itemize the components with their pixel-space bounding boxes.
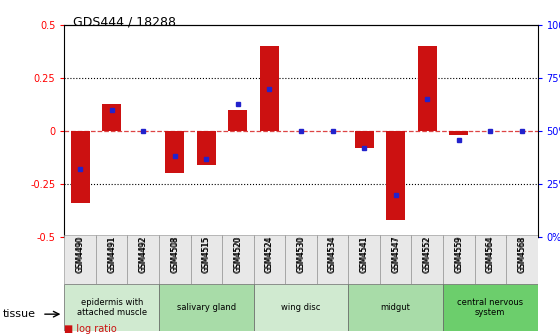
Text: GSM4541: GSM4541 — [360, 235, 368, 272]
FancyBboxPatch shape — [348, 284, 443, 331]
Text: GSM4515: GSM4515 — [202, 237, 211, 273]
Text: GSM4552: GSM4552 — [423, 235, 432, 272]
Bar — [418, 46, 437, 131]
FancyBboxPatch shape — [474, 235, 506, 284]
Text: GSM4541: GSM4541 — [360, 237, 368, 273]
Text: GSM4508: GSM4508 — [170, 235, 179, 272]
FancyBboxPatch shape — [412, 235, 443, 284]
FancyBboxPatch shape — [159, 284, 254, 331]
Bar — [71, 131, 90, 203]
FancyBboxPatch shape — [285, 235, 317, 284]
FancyBboxPatch shape — [96, 235, 128, 284]
Bar — [354, 131, 374, 148]
Text: wing disc: wing disc — [281, 303, 321, 312]
Text: GSM4490: GSM4490 — [76, 235, 85, 272]
FancyBboxPatch shape — [443, 284, 538, 331]
Text: GSM4520: GSM4520 — [234, 237, 242, 273]
Bar — [197, 131, 216, 165]
Text: GSM4547: GSM4547 — [391, 235, 400, 272]
FancyBboxPatch shape — [159, 235, 190, 284]
FancyBboxPatch shape — [380, 235, 412, 284]
Text: GSM4568: GSM4568 — [517, 235, 526, 272]
FancyBboxPatch shape — [222, 235, 254, 284]
Bar — [228, 110, 248, 131]
Text: GSM4492: GSM4492 — [139, 235, 148, 272]
FancyBboxPatch shape — [254, 235, 285, 284]
FancyBboxPatch shape — [443, 235, 474, 284]
Text: GSM4491: GSM4491 — [107, 237, 116, 273]
Text: GSM4552: GSM4552 — [423, 237, 432, 273]
Text: midgut: midgut — [381, 303, 410, 312]
Bar — [449, 131, 468, 135]
FancyBboxPatch shape — [128, 235, 159, 284]
Text: GSM4534: GSM4534 — [328, 235, 337, 272]
FancyBboxPatch shape — [254, 284, 348, 331]
Text: GSM4564: GSM4564 — [486, 237, 495, 274]
Text: GSM4508: GSM4508 — [170, 237, 179, 273]
Text: tissue: tissue — [3, 309, 36, 319]
Text: GSM4491: GSM4491 — [107, 235, 116, 272]
FancyBboxPatch shape — [64, 284, 159, 331]
FancyBboxPatch shape — [64, 235, 96, 284]
Bar — [260, 46, 279, 131]
Bar — [102, 103, 121, 131]
Text: GSM4520: GSM4520 — [234, 235, 242, 272]
FancyBboxPatch shape — [506, 235, 538, 284]
Text: GSM4490: GSM4490 — [76, 237, 85, 274]
Text: GSM4524: GSM4524 — [265, 235, 274, 272]
Text: GSM4568: GSM4568 — [517, 237, 526, 273]
FancyBboxPatch shape — [317, 235, 348, 284]
Text: epidermis with
attached muscle: epidermis with attached muscle — [77, 298, 147, 317]
Text: central nervous
system: central nervous system — [457, 298, 524, 317]
Text: GSM4559: GSM4559 — [454, 235, 463, 272]
Text: GSM4534: GSM4534 — [328, 237, 337, 274]
Bar — [165, 131, 184, 173]
Bar — [386, 131, 405, 220]
Text: GSM4524: GSM4524 — [265, 237, 274, 273]
FancyBboxPatch shape — [348, 235, 380, 284]
Text: GSM4559: GSM4559 — [454, 237, 463, 274]
Text: GSM4492: GSM4492 — [139, 237, 148, 273]
FancyBboxPatch shape — [190, 235, 222, 284]
Text: salivary gland: salivary gland — [177, 303, 236, 312]
Text: GDS444 / 18288: GDS444 / 18288 — [73, 15, 176, 28]
Text: GSM4547: GSM4547 — [391, 237, 400, 274]
Text: GSM4515: GSM4515 — [202, 235, 211, 272]
Text: GSM4530: GSM4530 — [296, 235, 306, 272]
Text: ■ log ratio: ■ log ratio — [64, 324, 117, 334]
Text: GSM4564: GSM4564 — [486, 235, 495, 272]
Text: GSM4530: GSM4530 — [296, 237, 306, 274]
